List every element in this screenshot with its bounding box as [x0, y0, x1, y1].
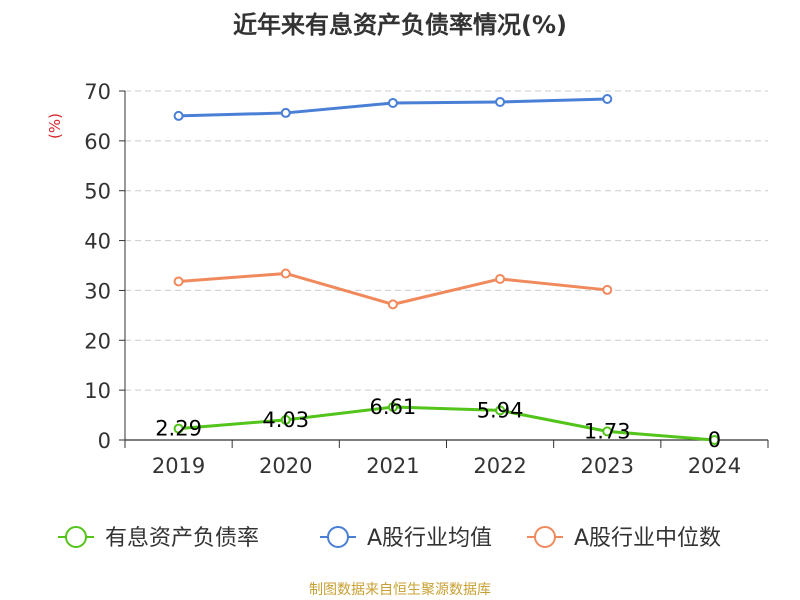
x-tick-label: 2019 [152, 454, 205, 478]
x-tick-label: 2020 [259, 454, 312, 478]
x-tick-label: 2022 [473, 454, 526, 478]
y-axis-label: (%) [46, 113, 64, 139]
data-point [173, 276, 184, 287]
data-point [387, 97, 398, 108]
data-point [387, 402, 398, 413]
data-label: 6.61 [370, 395, 417, 419]
y-tick-label: 10 [84, 379, 111, 403]
data-label: 1.73 [584, 419, 631, 443]
grid-lines [125, 90, 768, 391]
data-point [173, 110, 184, 121]
data-label: 5.94 [477, 398, 524, 422]
y-tick-label: 20 [84, 329, 111, 353]
chart-title: 近年来有息资产负债率情况(%) [233, 11, 567, 39]
data-point [495, 96, 506, 107]
data-point [280, 414, 291, 425]
legend-label: A股行业中位数 [574, 526, 721, 551]
x-tick-label: 2023 [581, 454, 634, 478]
series-line-0 [178, 405, 715, 442]
legend: 有息资产负债率 A股行业均值 A股行业中位数 [58, 526, 721, 551]
data-label: 2.29 [155, 417, 202, 441]
axes: 0 10 20 30 40 50 60 70 2019 2020 2021 2022 2023 2024 [84, 80, 769, 478]
source-note: 制图数据来自恒生聚源数据库 [309, 582, 491, 598]
y-tick-label: 50 [84, 180, 111, 204]
legend-marker [534, 526, 556, 548]
y-tick-label: 40 [84, 230, 111, 254]
legend-marker [65, 526, 87, 548]
data-point [602, 426, 613, 437]
y-tick-label: 30 [84, 279, 111, 303]
legend-label: 有息资产负债率 [105, 526, 259, 551]
data-point [387, 299, 398, 310]
data-point [173, 423, 184, 434]
data-label: 0 [708, 428, 721, 452]
y-tick-label: 0 [98, 429, 111, 453]
data-label: 4.03 [262, 408, 309, 432]
x-tick-label: 2024 [688, 454, 741, 478]
data-point [495, 405, 506, 416]
legend-marker [327, 526, 349, 548]
data-point [280, 107, 291, 118]
data-point [280, 268, 291, 279]
legend-label: A股行业均值 [367, 526, 492, 551]
data-point [495, 273, 506, 284]
x-tick-label: 2021 [366, 454, 419, 478]
data-labels: 2.29 4.03 6.61 5.94 1.73 0 [155, 395, 721, 452]
series-group [173, 93, 720, 445]
data-point [602, 93, 613, 104]
data-point [709, 435, 720, 445]
data-point [602, 284, 613, 295]
y-tick-label: 60 [84, 130, 111, 154]
y-tick-label: 70 [84, 80, 111, 104]
